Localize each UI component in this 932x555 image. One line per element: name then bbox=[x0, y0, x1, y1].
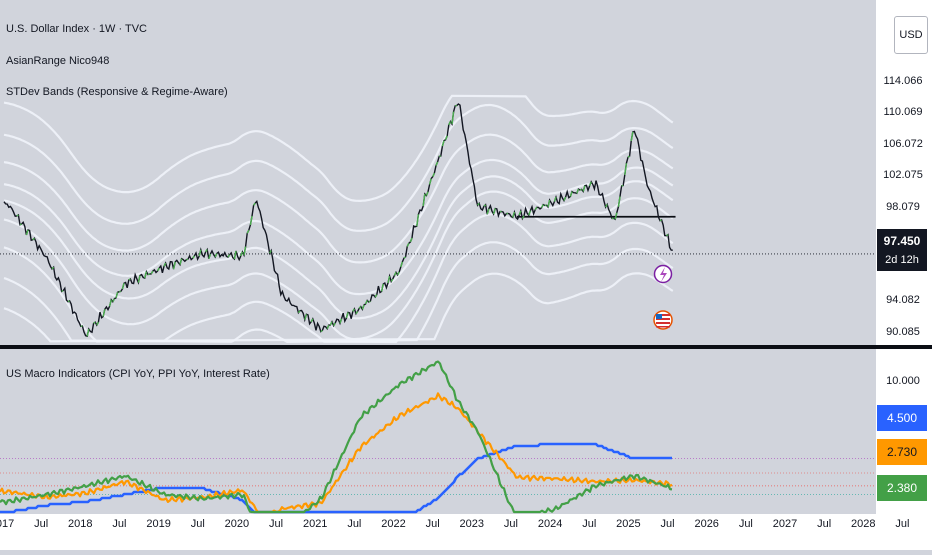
price-up-segment bbox=[321, 330, 323, 331]
time-tick-label: 2028 bbox=[851, 518, 875, 530]
time-tick-label: 2018 bbox=[68, 518, 92, 530]
price-up-segment bbox=[17, 215, 19, 216]
time-tick-label: Jul bbox=[269, 518, 283, 530]
price-tick-label: 102.075 bbox=[883, 169, 923, 181]
price-up-segment bbox=[404, 257, 406, 258]
main-pane[interactable] bbox=[0, 0, 876, 345]
time-tick-label: 2017 bbox=[0, 518, 14, 530]
time-tick-label: 2019 bbox=[146, 518, 170, 530]
time-tick-label: Jul bbox=[661, 518, 675, 530]
indicator-legend-macro[interactable]: US Macro Indicators (CPI YoY, PPI YoY, I… bbox=[6, 368, 270, 380]
price-up-segment bbox=[68, 301, 70, 302]
price-tick-label: 94.082 bbox=[886, 294, 920, 306]
time-tick-label: Jul bbox=[191, 518, 205, 530]
time-tick-label: Jul bbox=[34, 518, 48, 530]
currency-button[interactable]: USD bbox=[894, 16, 928, 54]
macro-value-label: 2.380 bbox=[887, 481, 917, 495]
price-up-segment bbox=[186, 259, 188, 260]
price-up-segment bbox=[660, 220, 662, 221]
time-tick-label: 2022 bbox=[381, 518, 405, 530]
price-up-segment bbox=[580, 189, 582, 190]
price-up-segment bbox=[129, 279, 131, 280]
price-tick-label: 110.069 bbox=[884, 106, 923, 118]
macro-value-label: 4.500 bbox=[887, 411, 917, 425]
time-tick-label: 2023 bbox=[460, 518, 484, 530]
time-tick-label: Jul bbox=[347, 518, 361, 530]
time-tick-label: 2026 bbox=[694, 518, 718, 530]
macro-tick-label: 10.000 bbox=[886, 375, 920, 387]
price-up-segment bbox=[628, 156, 630, 157]
time-tick-label: 2024 bbox=[538, 518, 562, 530]
time-tick-label: 2021 bbox=[303, 518, 327, 530]
indicator-legend-asianrange[interactable]: AsianRange Nico948 bbox=[6, 55, 109, 67]
time-tick-label: Jul bbox=[504, 518, 518, 530]
time-tick-label: Jul bbox=[582, 518, 596, 530]
time-tick-label: Jul bbox=[817, 518, 831, 530]
time-tick-label: 2025 bbox=[616, 518, 640, 530]
price-up-segment bbox=[94, 322, 96, 323]
price-tick-label: 114.066 bbox=[884, 75, 923, 87]
time-tick-label: 2020 bbox=[225, 518, 249, 530]
price-tick-label: 90.085 bbox=[886, 326, 920, 338]
price-up-segment bbox=[148, 274, 150, 275]
current-price-value: 97.450 bbox=[884, 234, 921, 248]
us-flag-icon[interactable] bbox=[654, 311, 672, 329]
indicator-legend-stdev[interactable]: STDev Bands (Responsive & Regime-Aware) bbox=[6, 86, 228, 98]
bar-countdown: 2d 12h bbox=[885, 254, 919, 266]
price-up-segment bbox=[20, 224, 22, 225]
time-tick-label: Jul bbox=[895, 518, 909, 530]
price-tick-label: 98.079 bbox=[886, 201, 920, 213]
lightning-icon[interactable] bbox=[655, 266, 672, 283]
price-up-segment bbox=[666, 235, 668, 236]
price-up-segment bbox=[62, 291, 64, 292]
time-tick-label: Jul bbox=[426, 518, 440, 530]
macro-value-label: 2.730 bbox=[887, 445, 917, 459]
pane-separator[interactable] bbox=[0, 345, 932, 349]
price-up-segment bbox=[369, 301, 371, 302]
price-tick-label: 106.072 bbox=[883, 138, 923, 150]
time-tick-label: 2027 bbox=[773, 518, 797, 530]
time-tick-label: Jul bbox=[739, 518, 753, 530]
symbol-legend[interactable]: U.S. Dollar Index · 1W · TVC bbox=[6, 23, 147, 35]
time-tick-label: Jul bbox=[112, 518, 126, 530]
